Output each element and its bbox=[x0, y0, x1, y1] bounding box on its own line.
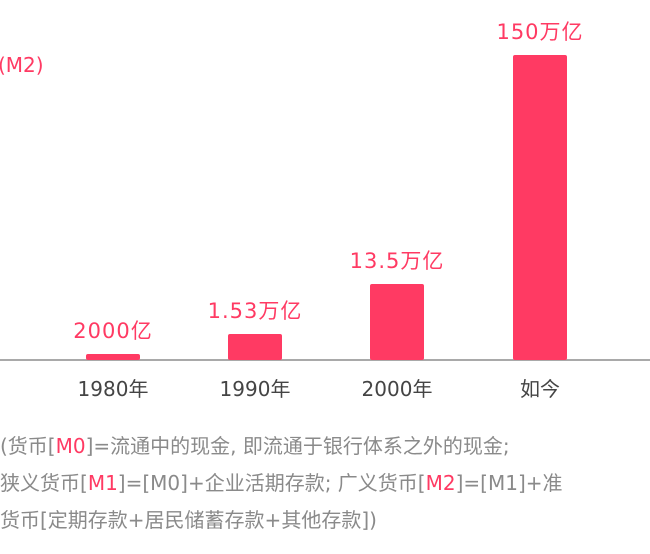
x-tick-label-3: 如今 bbox=[520, 377, 560, 401]
footnote-text: ]=流通中的现金, 即流通于银行体系之外的现金; bbox=[85, 434, 510, 458]
footnote-text: ]=[M0]+企业活期存款; 广义货币[ bbox=[117, 471, 426, 495]
bar-0 bbox=[86, 354, 140, 360]
value-label-2: 13.5万亿 bbox=[350, 249, 445, 273]
footnote: (货币[M0]=流通中的现金, 即流通于银行体系之外的现金; 狭义货币[M1]=… bbox=[0, 428, 650, 539]
footnote-line-3: 货币[定期存款+居民储蓄存款+其他存款]) bbox=[0, 508, 377, 532]
footnote-text: ]=[M1]+准 bbox=[455, 471, 563, 495]
footnote-line-1: (货币[M0]=流通中的现金, 即流通于银行体系之外的现金; bbox=[0, 428, 650, 465]
x-tick-label-1: 1990年 bbox=[220, 377, 291, 401]
footnote-text: 狭义货币[ bbox=[0, 471, 88, 495]
footnote-highlight-m2: M2 bbox=[425, 471, 456, 495]
value-labels-group: 2000亿 1.53万亿 13.5万亿 150万亿 bbox=[73, 20, 583, 343]
x-tick-label-0: 1980年 bbox=[78, 377, 149, 401]
footnote-highlight-m1: M1 bbox=[87, 471, 118, 495]
bar-chart: (M2) 2000亿 1.53万亿 13.5万亿 150万亿 1980年 1990年 20… bbox=[0, 20, 650, 401]
footnote-text: (货币[ bbox=[0, 434, 56, 458]
series-unit-label: (M2) bbox=[0, 53, 44, 77]
footnote-highlight-m0: M0 bbox=[55, 434, 86, 458]
x-tick-labels-group: 1980年 1990年 2000年 如今 bbox=[78, 377, 560, 401]
bars-group bbox=[86, 55, 567, 360]
value-label-1: 1.53万亿 bbox=[208, 299, 303, 323]
bar-3 bbox=[513, 55, 567, 360]
value-label-3: 150万亿 bbox=[496, 20, 583, 44]
bar-1 bbox=[228, 334, 282, 360]
x-tick-label-2: 2000年 bbox=[362, 377, 433, 401]
bar-2 bbox=[370, 284, 424, 360]
footnote-line-2: 狭义货币[M1]=[M0]+企业活期存款; 广义货币[M2]=[M1]+准 bbox=[0, 465, 650, 502]
value-label-0: 2000亿 bbox=[73, 319, 152, 343]
